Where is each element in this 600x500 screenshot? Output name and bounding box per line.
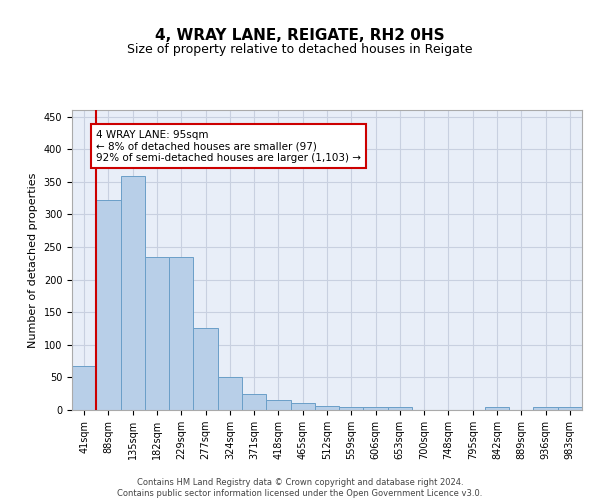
Bar bbox=[388, 408, 412, 410]
Bar bbox=[121, 176, 145, 410]
Bar bbox=[218, 378, 242, 410]
Bar bbox=[533, 408, 558, 410]
Text: 4, WRAY LANE, REIGATE, RH2 0HS: 4, WRAY LANE, REIGATE, RH2 0HS bbox=[155, 28, 445, 42]
Bar bbox=[364, 406, 388, 410]
Y-axis label: Number of detached properties: Number of detached properties bbox=[28, 172, 38, 348]
Bar bbox=[145, 256, 169, 410]
Bar bbox=[193, 328, 218, 410]
Bar bbox=[266, 400, 290, 410]
Bar bbox=[242, 394, 266, 410]
Text: 4 WRAY LANE: 95sqm
← 8% of detached houses are smaller (97)
92% of semi-detached: 4 WRAY LANE: 95sqm ← 8% of detached hous… bbox=[96, 130, 361, 163]
Text: Size of property relative to detached houses in Reigate: Size of property relative to detached ho… bbox=[127, 42, 473, 56]
Bar bbox=[558, 408, 582, 410]
Bar bbox=[96, 200, 121, 410]
Bar bbox=[339, 406, 364, 410]
Bar bbox=[290, 404, 315, 410]
Bar bbox=[485, 408, 509, 410]
Text: Contains HM Land Registry data © Crown copyright and database right 2024.
Contai: Contains HM Land Registry data © Crown c… bbox=[118, 478, 482, 498]
Bar bbox=[315, 406, 339, 410]
Bar bbox=[169, 256, 193, 410]
Bar bbox=[72, 366, 96, 410]
